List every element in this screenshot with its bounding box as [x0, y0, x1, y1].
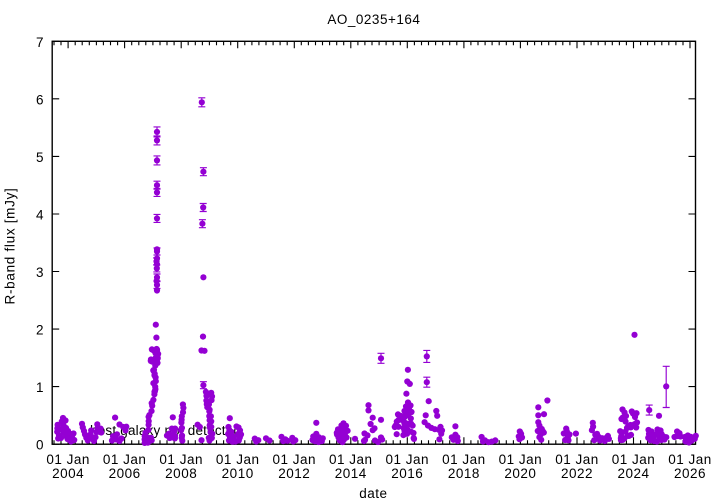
svg-text:2016: 2016 — [391, 466, 423, 481]
svg-text:0: 0 — [36, 438, 44, 453]
svg-text:01 Jan: 01 Jan — [612, 452, 656, 467]
svg-text:2022: 2022 — [561, 466, 593, 481]
svg-text:6: 6 — [36, 92, 44, 107]
svg-text:2020: 2020 — [504, 466, 536, 481]
svg-text:2014: 2014 — [335, 466, 367, 481]
svg-text:2018: 2018 — [448, 466, 480, 481]
svg-text:01 Jan: 01 Jan — [668, 452, 712, 467]
svg-text:2026: 2026 — [674, 466, 706, 481]
svg-text:01 Jan: 01 Jan — [216, 452, 260, 467]
svg-text:01 Jan: 01 Jan — [386, 452, 430, 467]
svg-text:2008: 2008 — [165, 466, 197, 481]
svg-text:AO_0235+164: AO_0235+164 — [327, 12, 420, 27]
svg-text:7: 7 — [36, 35, 44, 50]
svg-text:4: 4 — [36, 208, 44, 223]
svg-text:2024: 2024 — [617, 466, 649, 481]
svg-text:01 Jan: 01 Jan — [555, 452, 599, 467]
svg-text:R-band flux [mJy]: R-band flux [mJy] — [3, 188, 18, 305]
svg-text:01 Jan: 01 Jan — [46, 452, 90, 467]
svg-text:01 Jan: 01 Jan — [103, 452, 147, 467]
svg-text:5: 5 — [36, 150, 44, 165]
svg-text:01 Jan: 01 Jan — [329, 452, 373, 467]
svg-text:2006: 2006 — [109, 466, 141, 481]
svg-text:2: 2 — [36, 323, 44, 338]
svg-text:01 Jan: 01 Jan — [159, 452, 203, 467]
svg-text:01 Jan: 01 Jan — [499, 452, 543, 467]
svg-text:date: date — [359, 486, 387, 501]
svg-text:3: 3 — [36, 265, 44, 280]
svg-text:2012: 2012 — [278, 466, 310, 481]
svg-text:2010: 2010 — [222, 466, 254, 481]
svg-text:01 Jan: 01 Jan — [273, 452, 317, 467]
svg-text:01 Jan: 01 Jan — [442, 452, 486, 467]
svg-text:1: 1 — [36, 380, 44, 395]
svg-text:2004: 2004 — [52, 466, 84, 481]
